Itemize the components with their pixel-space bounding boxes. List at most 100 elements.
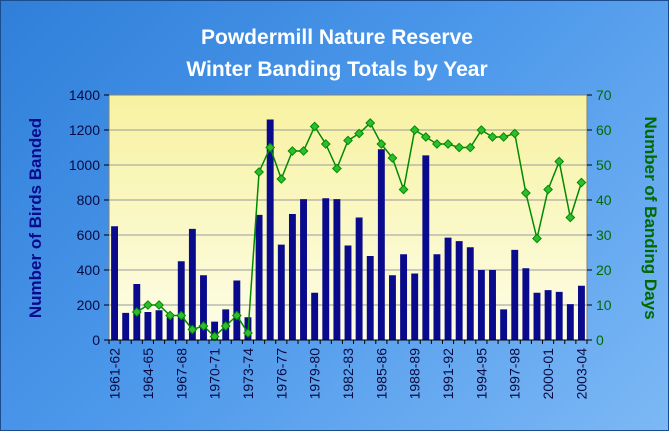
days-point	[309, 121, 320, 132]
bar	[355, 217, 363, 340]
days-point	[476, 125, 487, 135]
days-point	[187, 324, 198, 335]
days-point	[142, 300, 153, 310]
days-point	[254, 167, 264, 177]
bar	[455, 241, 463, 340]
days-point	[365, 118, 376, 128]
days-point	[154, 300, 164, 310]
days-point	[343, 135, 353, 146]
x-tick-label: 1979-80	[307, 348, 323, 400]
days-point	[220, 321, 231, 331]
x-tick-label: 2000-01	[540, 348, 556, 400]
bar	[389, 275, 396, 340]
days-point	[198, 321, 209, 331]
bar	[311, 292, 319, 340]
y-left-tick-label: 600	[77, 227, 101, 243]
y-left-tick-label: 0	[92, 332, 100, 348]
days-point	[354, 128, 365, 139]
bar	[422, 155, 430, 340]
days-point	[543, 184, 554, 195]
x-tick-label: 1961-62	[107, 348, 123, 400]
bar	[477, 270, 485, 340]
bar	[511, 249, 519, 340]
days-point	[165, 310, 176, 321]
bar	[188, 228, 196, 340]
bar	[344, 245, 352, 340]
days-point	[287, 146, 298, 156]
x-tick-label: 1973-74	[240, 348, 256, 400]
days-point	[487, 132, 498, 142]
y-right-tick-label: 60	[596, 122, 612, 138]
bar	[155, 310, 163, 340]
x-tick-label: 1991-92	[440, 348, 456, 400]
bar	[500, 309, 508, 340]
days-point	[465, 142, 476, 153]
bar	[255, 214, 263, 340]
y-left-tick-label: 1200	[69, 122, 100, 138]
days-point	[265, 142, 276, 153]
bar	[433, 254, 441, 340]
days-point	[320, 139, 331, 149]
bar	[111, 226, 119, 340]
days-point	[131, 307, 142, 317]
y-axis-right-label: Number of Banding Days	[641, 116, 660, 319]
x-tick-label: 1970-71	[207, 348, 223, 400]
days-point	[576, 177, 587, 188]
days-point	[565, 212, 576, 223]
x-tick-label: 1964-65	[140, 348, 156, 400]
y-right-tick-label: 70	[596, 87, 612, 103]
y-left-tick-label: 200	[77, 297, 101, 313]
days-point	[454, 142, 465, 153]
bar	[400, 254, 408, 340]
x-tick-label: 1967-68	[173, 348, 189, 400]
bar	[366, 256, 374, 340]
y-left-tick-label: 400	[77, 262, 101, 278]
days-point	[498, 132, 509, 142]
days-point	[409, 125, 420, 135]
days-point	[420, 132, 431, 142]
days-point	[231, 310, 242, 321]
days-point	[520, 188, 531, 198]
y-left-tick-label: 1000	[69, 157, 100, 173]
y-left-tick-label: 800	[77, 192, 101, 208]
days-point	[443, 139, 453, 149]
bar	[288, 214, 296, 340]
days-point	[209, 331, 220, 342]
days-point	[331, 163, 342, 174]
bar	[300, 199, 307, 340]
y-right-tick-label: 40	[596, 192, 612, 208]
bar	[122, 312, 130, 340]
bar	[333, 199, 341, 340]
y-right-tick-label: 10	[596, 297, 612, 313]
chart-title-line-1: Powdermill Nature Reserve	[201, 26, 473, 49]
bar	[522, 268, 530, 340]
bar	[144, 312, 152, 340]
y-right-tick-label: 50	[596, 157, 612, 173]
days-point	[532, 233, 542, 244]
x-tick-label: 1988-89	[407, 348, 423, 400]
days-point	[509, 128, 520, 139]
bar	[555, 291, 563, 340]
bar	[466, 247, 474, 340]
days-point	[176, 310, 187, 321]
bar	[444, 237, 452, 340]
bar	[277, 244, 285, 340]
bar	[266, 119, 274, 340]
bar	[377, 149, 385, 340]
bar	[566, 304, 574, 340]
x-tick-label: 1997-98	[507, 348, 523, 400]
x-tick-label: 1985-86	[373, 348, 389, 400]
bar	[322, 198, 330, 340]
bar	[166, 317, 174, 340]
y-left-tick-label: 1400	[69, 87, 100, 103]
days-point	[298, 146, 309, 156]
bar	[211, 321, 219, 340]
days-point	[276, 174, 287, 184]
bar	[200, 275, 207, 340]
bar	[577, 285, 585, 340]
days-point	[243, 328, 253, 338]
y-right-tick-label: 30	[596, 227, 612, 243]
x-tick-label: 1982-83	[340, 348, 356, 400]
bar	[233, 280, 241, 340]
